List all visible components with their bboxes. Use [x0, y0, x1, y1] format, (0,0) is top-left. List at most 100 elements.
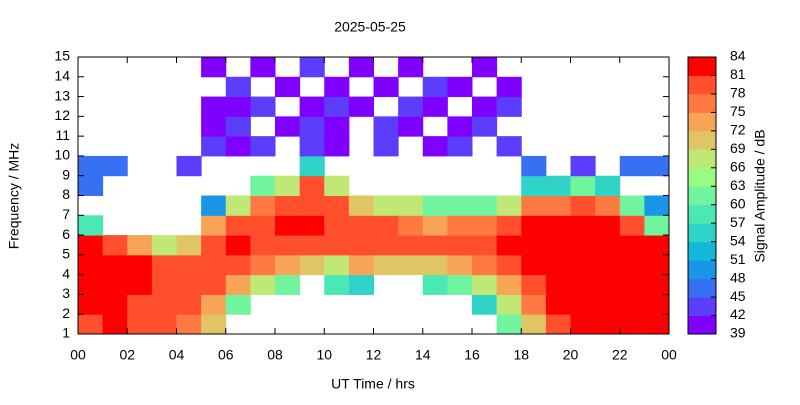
x-tick-label: 04 [169, 347, 185, 363]
heatmap-cell [545, 294, 571, 315]
heatmap-cell [472, 215, 498, 236]
heatmap-cell [595, 314, 621, 335]
heatmap-cell [201, 215, 227, 236]
heatmap-cell [250, 274, 276, 295]
heatmap-cell [545, 254, 571, 276]
heatmap-cell [398, 195, 424, 216]
heatmap-cell [521, 294, 547, 315]
heatmap-cell [127, 314, 153, 335]
heatmap-cell [422, 215, 448, 236]
heatmap-cell [299, 155, 325, 177]
heatmap-cell [619, 254, 645, 276]
heatmap-cell [324, 175, 350, 196]
heatmap-cell [250, 215, 276, 236]
colorbar-tick-label: 48 [730, 269, 746, 285]
heatmap-cell [570, 215, 596, 236]
heatmap-cell [570, 254, 596, 276]
heatmap-cell [299, 175, 325, 196]
heatmap-cell [496, 136, 522, 157]
colorbar-tick-label: 63 [730, 177, 746, 193]
heatmap-cell [348, 215, 374, 236]
heatmap-cell [324, 254, 350, 276]
heatmap-cell [299, 136, 325, 157]
heatmap-cell [496, 195, 522, 216]
heatmap-cell [201, 235, 227, 256]
heatmap-cell [299, 96, 325, 117]
y-tick-label: 5 [62, 246, 70, 262]
heatmap-cell [422, 274, 448, 295]
heatmap-cell [127, 274, 153, 295]
heatmap-cell [447, 195, 473, 216]
heatmap-cell [275, 195, 301, 216]
heatmap-cell [644, 195, 670, 216]
heatmap-cell [619, 215, 645, 236]
heatmap-cell [570, 294, 596, 315]
heatmap-cell [570, 195, 596, 216]
heatmap-cell [373, 76, 399, 98]
heatmap-cell [398, 57, 424, 78]
x-tick-label: 10 [316, 347, 332, 363]
heatmap-cell [422, 136, 448, 157]
heatmap-cell [644, 215, 670, 236]
x-tick-label: 08 [267, 347, 283, 363]
colorbar-tick-label: 84 [730, 48, 746, 64]
heatmap-cell [619, 314, 645, 335]
heatmap-cell [472, 116, 498, 137]
heatmap-cell [299, 116, 325, 137]
heatmap-cell [201, 57, 227, 78]
colorbar-tick-label: 75 [730, 103, 746, 119]
heatmap-cell [275, 215, 301, 236]
heatmap-cell [398, 96, 424, 117]
heatmap-cell [619, 195, 645, 216]
heatmap-cell [324, 235, 350, 256]
heatmap-cell [250, 254, 276, 276]
heatmap-cell [545, 274, 571, 295]
heatmap-cell [447, 116, 473, 137]
heatmap-cell [225, 254, 251, 276]
heatmap-cell [496, 76, 522, 98]
heatmap-cell [619, 235, 645, 256]
heatmap-cell [496, 96, 522, 117]
chart-title: 2025-05-25 [334, 19, 406, 35]
heatmap-cell [78, 215, 104, 236]
heatmap-cell [545, 195, 571, 216]
heatmap-cell [545, 235, 571, 256]
heatmap-cell [496, 294, 522, 315]
heatmap-cell [348, 254, 374, 276]
heatmap-cell [644, 155, 670, 177]
heatmap-cell [521, 235, 547, 256]
heatmap-cell [422, 195, 448, 216]
colorbar-tick-label: 72 [730, 122, 746, 138]
heatmap-cell [570, 175, 596, 196]
heatmap-cell [373, 195, 399, 216]
colorbar-frame [687, 56, 717, 335]
heatmap-cell [644, 235, 670, 256]
heatmap-cell [595, 175, 621, 196]
heatmap-cell [324, 274, 350, 295]
heatmap-cell [275, 175, 301, 196]
heatmap-cell [201, 274, 227, 295]
colorbar-swatch [688, 297, 716, 317]
heatmap-cell [570, 274, 596, 295]
heatmap-cell [176, 155, 202, 177]
heatmap-cell [275, 235, 301, 256]
heatmap-cell [496, 314, 522, 335]
heatmap-cell [78, 274, 104, 295]
colorbar-swatch [688, 223, 716, 243]
heatmap-cell [595, 215, 621, 236]
heatmap-cell [250, 175, 276, 196]
heatmap-cell [595, 294, 621, 315]
heatmap-cell [78, 175, 104, 196]
y-tick-label: 13 [54, 87, 70, 103]
heatmap-cell [225, 96, 251, 117]
heatmap-cell [225, 235, 251, 256]
y-tick-label: 10 [54, 147, 70, 163]
y-axis-label: Frequency / MHz [6, 143, 22, 250]
heatmap-cell [151, 314, 177, 335]
x-tick-label: 02 [119, 347, 135, 363]
heatmap-cell [570, 314, 596, 335]
heatmap-cell [447, 76, 473, 98]
heatmap-cell [102, 294, 128, 315]
heatmap-cell [348, 235, 374, 256]
heatmap-cell [373, 235, 399, 256]
